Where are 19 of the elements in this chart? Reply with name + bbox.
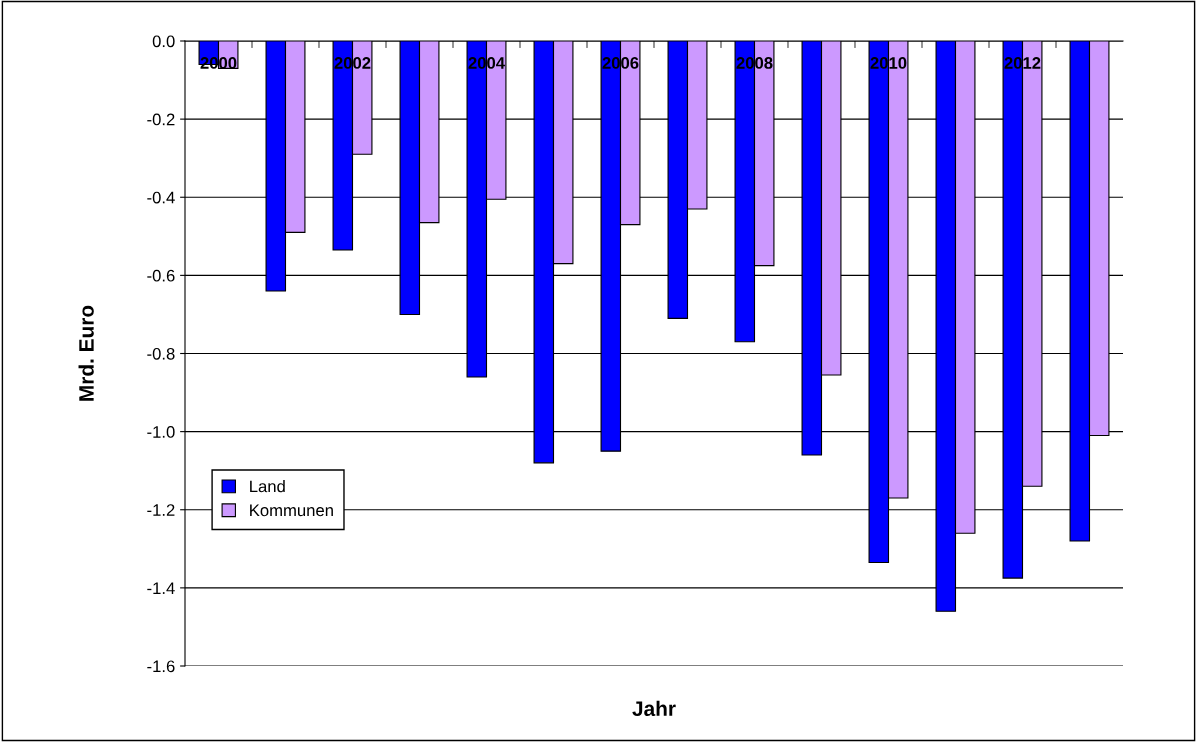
y-tick-label: -0.4	[147, 191, 175, 204]
y-tick-label: -1.0	[147, 426, 175, 438]
y-tick-label: -1.4	[147, 582, 175, 594]
legend-label: Land	[250, 480, 285, 493]
x-axis-title: Jahr	[632, 700, 676, 717]
y-tick-label: 0.0	[152, 35, 175, 48]
x-tick-label: 2004	[468, 57, 505, 69]
x-tick-label: 2010	[870, 57, 907, 69]
x-tick-label: 2008	[736, 57, 773, 69]
legend-label: Kommunen	[250, 504, 333, 517]
y-tick-label: -1.2	[147, 504, 175, 516]
x-tick-label: 2002	[334, 57, 371, 69]
y-axis-title: Mrd. Euro	[78, 305, 94, 401]
y-tick-label: -0.8	[147, 347, 175, 360]
y-tick-label: -0.2	[147, 113, 175, 126]
y-tick-label: -1.6	[147, 660, 175, 673]
x-tick-label: 2012	[1004, 57, 1041, 69]
x-tick-label: 2006	[602, 57, 639, 69]
y-tick-label: -0.6	[147, 269, 175, 282]
